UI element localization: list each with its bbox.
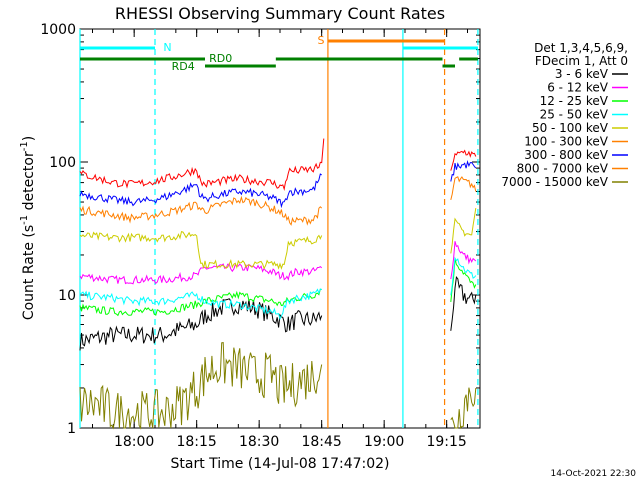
annotation-S: S <box>318 34 325 47</box>
legend-entry-label: 6 - 12 keV <box>547 81 609 95</box>
series-line-5 <box>450 176 477 201</box>
series-line-5 <box>79 195 323 226</box>
series-line-6 <box>450 159 477 182</box>
annotation-RD4: RD4 <box>172 60 195 73</box>
legend-header-line: FDecim 1, Att 0 <box>535 54 628 68</box>
y-axis-label-main: Count Rate (s <box>21 225 37 320</box>
y-axis-label-sup-2: -1 <box>19 141 30 151</box>
legend-entry-label: 50 - 100 keV <box>532 121 609 135</box>
legend-entry-label: 3 - 6 keV <box>555 67 609 81</box>
x-tick-label: 18:30 <box>239 434 279 450</box>
y-axis-label: Count Rate (s-1 detector-1) <box>19 136 37 320</box>
legend: Det 1,3,4,5,6,9,FDecim 1, Att 03 - 6 keV… <box>501 41 628 189</box>
series-line-0 <box>450 276 477 331</box>
x-axis-label: Start Time (14-Jul-08 17:47:02) <box>170 456 389 472</box>
series-line-2 <box>79 288 322 317</box>
y-tick-label: 1 <box>67 421 76 437</box>
series-line-3 <box>79 288 322 321</box>
annotation-N: N <box>163 41 171 54</box>
series-line-red <box>450 149 477 171</box>
series-line-8 <box>79 342 323 430</box>
x-tick-label: 18:45 <box>301 434 341 450</box>
series-line-0 <box>79 298 323 351</box>
y-axis-label-sup-1: -1 <box>19 215 30 225</box>
series-line-6 <box>79 173 322 209</box>
x-tick-label: 19:00 <box>364 434 404 450</box>
legend-entry-label: 7000 - 15000 keV <box>501 175 608 189</box>
series-line-3 <box>450 256 477 296</box>
series-line-4 <box>450 208 477 254</box>
legend-entry-label: 12 - 25 keV <box>540 94 609 108</box>
y-tick-label: 1000 <box>40 22 76 38</box>
legend-header-line: Det 1,3,4,5,6,9, <box>534 41 628 55</box>
x-tick-label: 18:00 <box>114 434 154 450</box>
series-line-red <box>79 138 325 191</box>
series-line-4 <box>79 230 323 270</box>
annotation-RD0: RD0 <box>209 52 232 65</box>
series-line-1 <box>450 241 477 280</box>
x-tick-label: 18:15 <box>176 434 216 450</box>
series-line-8 <box>450 387 477 430</box>
footer-timestamp: 14-Oct-2021 22:30 <box>551 469 637 479</box>
legend-entry-label: 800 - 7000 keV <box>517 162 609 176</box>
y-tick-label: 10 <box>58 288 76 304</box>
y-axis-label-end: ) <box>21 136 37 141</box>
plot-area: 1 10 100 1000 18:00 18:15 18:30 18:45 19:00 19:15… <box>40 22 481 450</box>
y-axis-label-mid: detector <box>21 151 37 215</box>
x-tick-label: 19:15 <box>426 434 466 450</box>
chart-title: RHESSI Observing Summary Count Rates <box>115 4 445 23</box>
series-line-1 <box>79 263 323 285</box>
legend-entry-label: 100 - 300 keV <box>524 135 608 149</box>
y-tick-label: 100 <box>49 155 76 171</box>
legend-entry-label: 300 - 800 keV <box>524 148 608 162</box>
legend-entry-label: 25 - 50 keV <box>540 108 609 122</box>
